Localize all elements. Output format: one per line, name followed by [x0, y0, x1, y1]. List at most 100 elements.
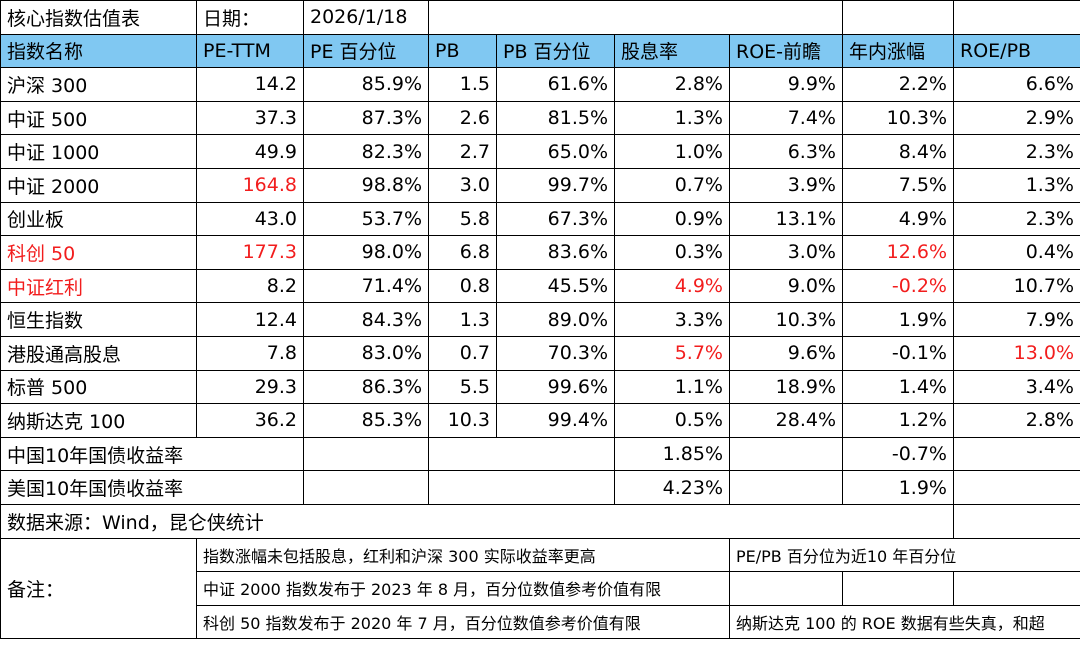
value-cell: 65.0%: [496, 134, 615, 169]
value-cell: 1.0%: [614, 134, 730, 169]
value-cell: 2.3%: [953, 134, 1080, 169]
data-row: 沪深 300 14.2 85.9% 1.5 61.6% 2.8% 9.9% 2.2% 6.6%: [0, 67, 1080, 102]
empty-cell: [428, 0, 843, 35]
yield-row: 中国10年国债收益率 1.85% -0.7%: [0, 436, 1080, 472]
column-header: 股息率: [614, 33, 730, 69]
empty-cell: [842, 0, 954, 35]
value-cell: 71.4%: [303, 268, 429, 304]
index-name: 港股通高股息: [0, 335, 197, 371]
value-cell: 1.3%: [953, 167, 1080, 203]
empty-cell: [729, 571, 843, 606]
value-cell: 9.0%: [729, 268, 843, 304]
value-cell: 85.9%: [303, 67, 429, 102]
value-cell: 5.8: [428, 201, 497, 237]
value-cell: 28.4%: [729, 403, 843, 438]
value-cell: 0.7%: [614, 167, 730, 203]
value-cell: 2.3%: [953, 201, 1080, 237]
value-cell: 9.6%: [729, 335, 843, 371]
value-cell: 1.4%: [842, 369, 954, 405]
value-cell: 86.3%: [303, 369, 429, 405]
value-cell: 0.8: [428, 268, 497, 304]
data-row: 中证红利 8.2 71.4% 0.8 45.5% 4.9% 9.0% -0.2% 10.7%: [0, 268, 1080, 304]
value-cell: 2.8%: [953, 403, 1080, 438]
value-cell: 5.5: [428, 369, 497, 405]
empty-cell: [842, 571, 954, 606]
value-cell: -0.1%: [842, 335, 954, 371]
empty-cell: [428, 470, 615, 505]
column-header: ROE/PB: [953, 33, 1080, 69]
data-row: 中证 1000 49.9 82.3% 2.7 65.0% 1.0% 6.3% 8.4% 2.3%: [0, 134, 1080, 169]
value-cell: 1.2%: [842, 403, 954, 438]
data-row: 中证 2000 164.8 98.8% 3.0 99.7% 0.7% 3.9% 7.5% 1.3…: [0, 167, 1080, 203]
data-row: 创业板 43.0 53.7% 5.8 67.3% 0.9% 13.1% 4.9% 2.3%: [0, 201, 1080, 237]
value-cell: 53.7%: [303, 201, 429, 237]
column-header: PE 百分位: [303, 33, 429, 69]
ytd-change: -0.7%: [842, 436, 954, 472]
value-cell: 12.4: [196, 302, 304, 337]
value-cell: 7.4%: [729, 100, 843, 136]
value-cell: 99.7%: [496, 167, 615, 203]
value-cell: 10.3%: [842, 100, 954, 136]
value-cell: 3.4%: [953, 369, 1080, 405]
value-cell: 12.6%: [842, 235, 954, 270]
value-cell: 87.3%: [303, 100, 429, 136]
index-name: 创业板: [0, 201, 197, 237]
source: 数据来源：Wind，昆仑侠统计: [0, 503, 954, 539]
empty-cell: [303, 436, 429, 472]
value-cell: 84.3%: [303, 302, 429, 337]
table-title: 核心指数估值表: [0, 0, 197, 35]
index-name: 中证 1000: [0, 134, 197, 169]
value-cell: 45.5%: [496, 268, 615, 304]
value-cell: 0.9%: [614, 201, 730, 237]
note: 科创 50 指数发布于 2020 年 7 月，百分位数值参考价值有限: [196, 604, 730, 640]
value-cell: 3.0: [428, 167, 497, 203]
value-cell: 49.9: [196, 134, 304, 169]
value-cell: 10.3%: [729, 302, 843, 337]
title-row: 核心指数估值表 日期： 2026/1/18: [0, 0, 1080, 35]
value-cell: 10.7%: [953, 268, 1080, 304]
value-cell: 2.2%: [842, 67, 954, 102]
value-cell: 61.6%: [496, 67, 615, 102]
value-cell: 85.3%: [303, 403, 429, 438]
column-header: 年内涨幅: [842, 33, 954, 69]
data-row: 港股通高股息 7.8 83.0% 0.7 70.3% 5.7% 9.6% -0.1% 13.0%: [0, 335, 1080, 371]
value-cell: 89.0%: [496, 302, 615, 337]
dividend-yield: 1.85%: [614, 436, 730, 472]
dividend-yield: 4.23%: [614, 470, 730, 505]
value-cell: 6.8: [428, 235, 497, 270]
value-cell: 99.6%: [496, 369, 615, 405]
note: 指数涨幅未包括股息，红利和沪深 300 实际收益率更高: [196, 537, 730, 573]
value-cell: 43.0: [196, 201, 304, 237]
note: PE/PB 百分位为近10 年百分位: [729, 537, 1080, 573]
value-cell: 6.6%: [953, 67, 1080, 102]
empty-cell: [428, 436, 615, 472]
value-cell: 0.3%: [614, 235, 730, 270]
empty-cell: [729, 436, 843, 472]
value-cell: 164.8: [196, 167, 304, 203]
value-cell: 4.9%: [614, 268, 730, 304]
value-cell: 7.8: [196, 335, 304, 371]
value-cell: 1.3%: [614, 100, 730, 136]
note-row: 科创 50 指数发布于 2020 年 7 月，百分位数值参考价值有限 纳斯达克 1…: [1, 604, 1080, 640]
value-cell: 1.3: [428, 302, 497, 337]
value-cell: 29.3: [196, 369, 304, 405]
value-cell: 70.3%: [496, 335, 615, 371]
header-row: 指数名称 PE-TTM PE 百分位 PB PB 百分位 股息率 ROE-前瞻 年内涨幅 ROE…: [0, 33, 1080, 69]
value-cell: 2.7: [428, 134, 497, 169]
index-name: 恒生指数: [0, 302, 197, 337]
valuation-table: 核心指数估值表 日期： 2026/1/18 指数名称 PE-TTM PE 百分位 PB…: [0, 0, 1080, 640]
yield-name: 美国10年国债收益率: [0, 470, 304, 505]
value-cell: 6.3%: [729, 134, 843, 169]
column-header: PE-TTM: [196, 33, 304, 69]
date: 2026/1/18: [303, 0, 429, 35]
empty-cell: [303, 470, 429, 505]
column-header: PB: [428, 33, 497, 69]
value-cell: 0.7: [428, 335, 497, 371]
value-cell: 81.5%: [496, 100, 615, 136]
value-cell: 82.3%: [303, 134, 429, 169]
empty-cell: [953, 0, 1080, 35]
value-cell: 7.5%: [842, 167, 954, 203]
value-cell: 10.3: [428, 403, 497, 438]
value-cell: 2.8%: [614, 67, 730, 102]
